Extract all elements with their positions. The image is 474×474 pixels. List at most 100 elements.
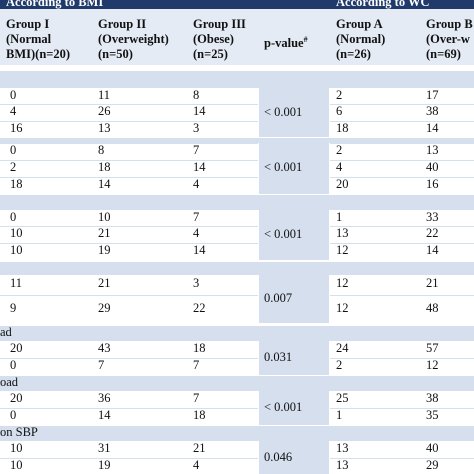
cell: 18 [10, 177, 23, 191]
cell: 1 [336, 210, 343, 224]
cell: 18 [193, 408, 206, 422]
cell: 10 [10, 458, 23, 472]
cell: 31 [98, 441, 111, 455]
cell: 40 [426, 441, 439, 455]
cell: 18 [336, 121, 349, 135]
row-divider [0, 225, 258, 227]
p-value: 0.031 [264, 349, 293, 364]
cell: 2 [336, 143, 343, 157]
cell: 38 [426, 391, 439, 405]
cell: 29 [426, 458, 439, 472]
cell: 38 [426, 104, 439, 118]
cell: 22 [426, 226, 439, 240]
cell: 21 [98, 276, 111, 290]
cell: 12 [336, 301, 349, 315]
cell: 19 [98, 243, 111, 257]
cell: 10 [10, 441, 23, 455]
p-value-cell [258, 209, 330, 260]
cell: 7 [193, 143, 200, 157]
row-divider [0, 295, 258, 296]
cell: 14 [193, 160, 206, 174]
row-divider [0, 159, 258, 161]
column-header: (Normal) [336, 32, 386, 46]
column-header: Group III [193, 17, 246, 31]
p-value: < 0.001 [264, 160, 303, 174]
p-value: 0.007 [264, 291, 293, 305]
cell: 10 [98, 210, 111, 224]
cell: 13 [98, 121, 111, 135]
cell: 13 [336, 226, 349, 240]
section-label: oad [0, 375, 19, 389]
row-divider [0, 457, 258, 459]
cell: 11 [10, 276, 23, 290]
cell: 2 [10, 160, 17, 174]
cell: 43 [98, 341, 111, 355]
p-value: < 0.001 [264, 226, 303, 241]
cell: 4 [10, 104, 17, 118]
row-divider [330, 242, 474, 244]
p-value-cell [258, 87, 330, 138]
cell: 12 [426, 358, 439, 372]
column-header: (Normal [6, 32, 52, 46]
cell: 18 [193, 341, 206, 355]
cell: 0 [10, 358, 17, 372]
row-divider [0, 103, 258, 105]
row-divider [330, 407, 474, 409]
cell: 3 [193, 121, 200, 135]
cell: 10 [10, 226, 23, 240]
cell: 14 [98, 408, 111, 422]
cell: 14 [98, 177, 111, 191]
cell: 7 [193, 210, 200, 224]
cell: 4 [336, 160, 343, 174]
cell: 14 [193, 104, 206, 118]
row-divider [0, 242, 258, 244]
section-band [0, 425, 474, 441]
cell: 18 [98, 160, 111, 174]
section-band [0, 194, 474, 210]
cell: 21 [426, 276, 439, 290]
p-value-cell [258, 390, 330, 425]
group-header: According to BMI [6, 0, 104, 9]
cell: 6 [336, 104, 343, 118]
cell: 48 [426, 301, 439, 315]
cell: 1 [336, 408, 343, 422]
cell: 14 [426, 243, 439, 257]
section-band [0, 70, 474, 88]
section-band [0, 375, 474, 391]
column-header: (n=26) [336, 47, 371, 61]
footnote-mark: # [303, 35, 308, 44]
cell: 13 [336, 441, 349, 455]
cell: 40 [426, 160, 439, 174]
group-header: According to WC [336, 0, 430, 9]
header-row [0, 9, 474, 67]
cell: 0 [10, 88, 17, 102]
cell: 14 [193, 243, 206, 257]
cell: 7 [98, 358, 105, 372]
row-divider [0, 176, 258, 178]
cell: 4 [193, 458, 200, 472]
row-divider [0, 120, 258, 122]
cell: 24 [336, 341, 349, 355]
column-header: p-value# [264, 35, 308, 51]
cell: 12 [336, 276, 349, 290]
cell: 22 [193, 301, 206, 315]
cell: 7 [193, 358, 200, 372]
cell: 12 [336, 243, 349, 257]
p-value: 0.046 [264, 449, 293, 464]
group-header-band [0, 0, 474, 9]
cell: 21 [98, 226, 111, 240]
column-header: Group I [6, 17, 50, 31]
row-divider [0, 357, 258, 359]
cell: 29 [98, 301, 111, 315]
p-value-cell [258, 440, 330, 474]
row-divider [330, 357, 474, 359]
column-header: (Obese) [193, 32, 234, 46]
cell: 16 [10, 121, 23, 135]
cell: 20 [336, 177, 349, 191]
cell: 13 [426, 143, 439, 157]
cell: 16 [426, 177, 439, 191]
column-header: Group A [336, 17, 383, 31]
p-value: < 0.001 [264, 104, 303, 119]
row-divider [330, 103, 474, 105]
